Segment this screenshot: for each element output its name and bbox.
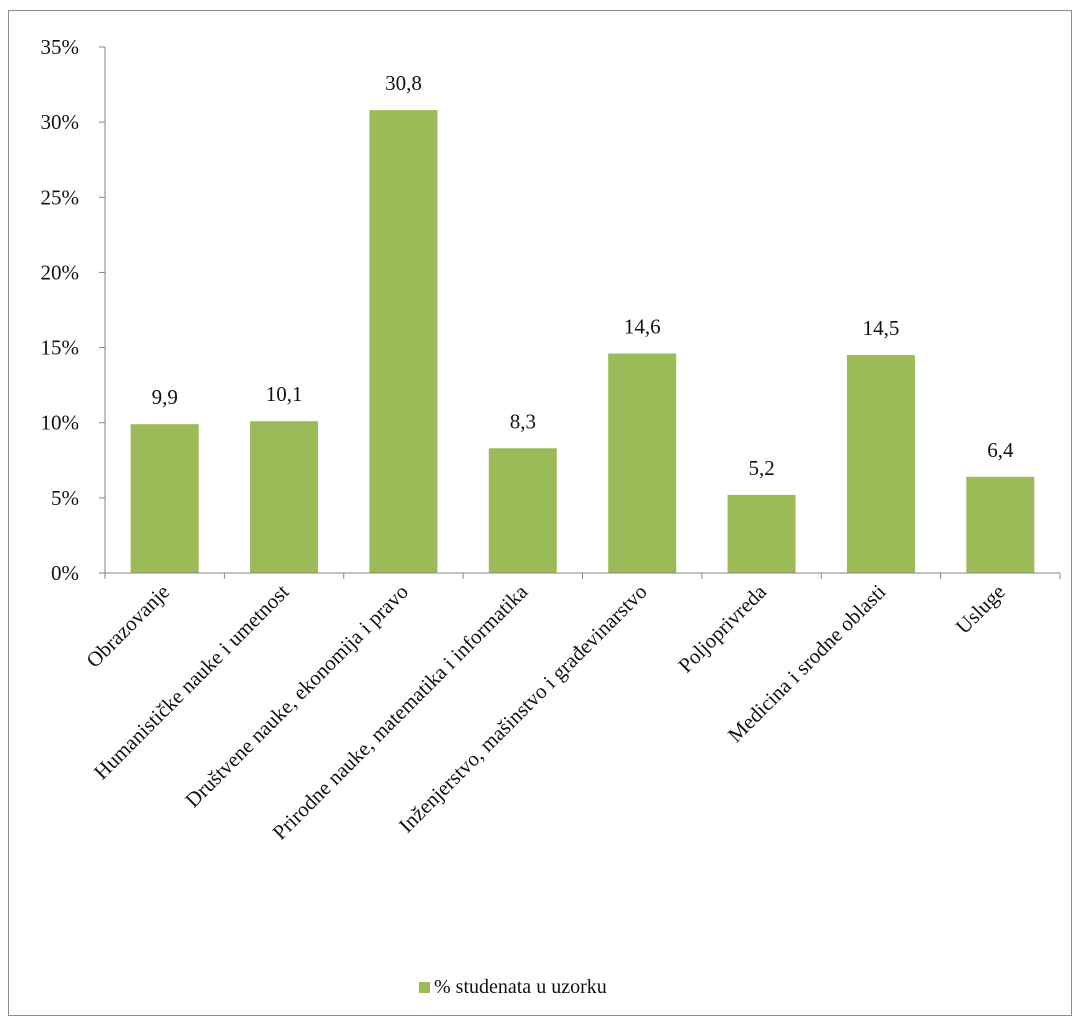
data-label: 5,2: [748, 456, 774, 480]
bar: [846, 355, 915, 573]
bar: [608, 353, 677, 573]
y-tick-label: 5%: [51, 486, 79, 510]
x-category-label: Humanističke nauke i umetnost: [89, 579, 294, 784]
y-tick-label: 15%: [41, 336, 80, 360]
bar: [369, 110, 438, 574]
data-label: 9,9: [152, 385, 178, 409]
data-label: 6,4: [987, 438, 1014, 462]
x-category-label: Usluge: [951, 580, 1010, 639]
data-label: 10,1: [266, 382, 303, 406]
bar: [727, 494, 796, 573]
data-label: 8,3: [510, 409, 536, 433]
x-category-label: Prirodne nauke, matematika i informatika: [268, 579, 533, 844]
data-labels: 9,9 10,1 30,8 8,3 14,6 5,2 14,5 6,4: [152, 71, 1014, 480]
bar: [488, 448, 557, 573]
data-label: 14,6: [624, 315, 661, 339]
x-category-label: Društvene nauke, ekonomija i pravo: [180, 580, 413, 813]
bar: [130, 424, 199, 573]
bar: [250, 421, 319, 573]
legend-label: % studenata u uzorku: [434, 976, 607, 998]
y-tick-label: 10%: [41, 411, 80, 435]
y-axis: 0% 5% 10% 15% 20% 25% 30% 35%: [41, 35, 106, 585]
y-tick-label: 25%: [41, 185, 80, 209]
x-category-label: Obrazovanje: [81, 580, 174, 673]
y-tick-label: 35%: [41, 35, 80, 59]
data-label: 14,5: [863, 316, 900, 340]
legend-swatch: [419, 982, 430, 993]
bar: [966, 476, 1035, 573]
legend: % studenata u uzorku: [419, 976, 607, 998]
data-label: 30,8: [385, 71, 422, 95]
x-category-label: Inženjerstvo, mašinstvo i građevinarstvo: [394, 580, 652, 838]
x-category-label: Poljoprivreda: [673, 579, 771, 677]
y-tick-label: 20%: [41, 260, 80, 284]
y-tick-label: 0%: [51, 561, 79, 585]
y-tick-label: 30%: [41, 110, 80, 134]
bars: [130, 110, 1035, 574]
